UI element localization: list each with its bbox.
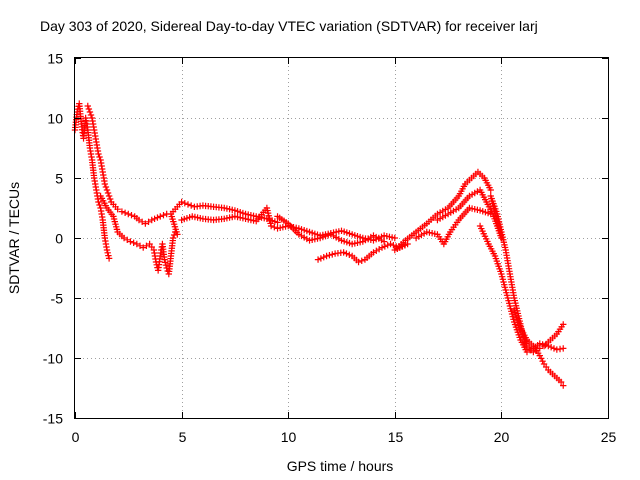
data-point xyxy=(86,108,94,116)
data-point xyxy=(161,256,168,263)
data-point xyxy=(104,189,112,197)
data-point xyxy=(96,153,103,161)
chart-title: Day 303 of 2020, Sidereal Day-to-day VTE… xyxy=(40,18,538,34)
data-point xyxy=(346,251,353,258)
data-point xyxy=(378,244,386,251)
data-point xyxy=(542,342,549,349)
data-point xyxy=(539,358,546,365)
data-point xyxy=(162,259,169,266)
data-point xyxy=(95,198,102,206)
data-point xyxy=(545,342,552,350)
x-tick-label: 0 xyxy=(72,429,80,445)
data-point xyxy=(125,210,132,218)
data-point xyxy=(539,341,546,348)
data-point xyxy=(160,212,167,219)
data-point xyxy=(326,252,333,259)
y-tick-label: -10 xyxy=(43,351,63,367)
data-point xyxy=(274,219,281,226)
data-point xyxy=(323,252,330,260)
data-point xyxy=(560,345,567,352)
data-point xyxy=(95,150,102,158)
data-point xyxy=(105,192,113,200)
x-tick-label: 10 xyxy=(281,429,297,445)
data-point xyxy=(157,213,164,220)
y-tick-label: 5 xyxy=(55,171,63,187)
data-point xyxy=(181,200,188,207)
data-point xyxy=(329,251,336,258)
data-point xyxy=(560,382,567,389)
y-tick-label: 15 xyxy=(47,51,63,67)
data-point xyxy=(380,238,388,245)
plot-frame xyxy=(74,57,609,419)
data-point xyxy=(343,250,350,257)
data-point xyxy=(390,242,397,249)
x-tick-label: 5 xyxy=(179,429,187,445)
data-point xyxy=(373,247,380,254)
y-tick-label: -5 xyxy=(51,291,64,307)
x-axis-tick-labels: 0 5 10 15 20 25 xyxy=(72,429,617,445)
y-axis-tick-labels: 15 10 5 0 -5 -10 -15 xyxy=(43,51,63,427)
data-point xyxy=(114,206,121,213)
data-point xyxy=(103,186,111,194)
data-point xyxy=(103,246,111,254)
data-point xyxy=(148,216,155,224)
data-point xyxy=(340,249,347,256)
data-point xyxy=(547,344,555,351)
data-points xyxy=(71,100,567,389)
data-point xyxy=(314,256,322,263)
data-point xyxy=(87,111,95,119)
data-point xyxy=(537,355,545,362)
data-point xyxy=(84,102,91,110)
data-point xyxy=(317,255,325,262)
data-point xyxy=(105,252,112,259)
data-point xyxy=(375,246,383,253)
data-point xyxy=(384,242,391,249)
data-point xyxy=(151,215,158,222)
data-point xyxy=(106,195,114,203)
data-point xyxy=(536,352,543,359)
data-point xyxy=(550,345,558,352)
data-point xyxy=(104,249,111,256)
x-tick-label: 25 xyxy=(601,429,617,445)
y-tick-label: -15 xyxy=(43,411,63,427)
grid-lines xyxy=(75,58,608,418)
data-point xyxy=(169,234,177,242)
data-point xyxy=(85,105,93,113)
data-point xyxy=(105,255,113,262)
x-tick-label: 20 xyxy=(494,429,510,445)
data-point xyxy=(487,186,494,194)
data-point xyxy=(101,180,109,188)
data-point xyxy=(536,340,543,347)
data-point xyxy=(267,222,275,230)
data-point xyxy=(178,198,185,206)
data-point xyxy=(127,238,134,245)
x-axis-label: GPS time / hours xyxy=(287,458,394,474)
data-point xyxy=(154,214,161,221)
data-point xyxy=(118,208,126,215)
data-point xyxy=(96,201,103,209)
data-point xyxy=(387,240,394,248)
x-tick-label: 15 xyxy=(388,429,404,445)
y-tick-label: 10 xyxy=(47,111,63,127)
data-point xyxy=(128,212,135,219)
y-tick-label: 0 xyxy=(55,231,63,247)
axis-ticks xyxy=(75,58,609,419)
data-point xyxy=(391,234,398,242)
data-point xyxy=(557,378,565,386)
data-point xyxy=(358,257,365,264)
data-point xyxy=(381,243,389,250)
data-point xyxy=(271,224,278,231)
data-point xyxy=(162,262,170,269)
data-point xyxy=(121,209,129,216)
data-point xyxy=(320,254,327,261)
data-point xyxy=(184,201,192,208)
data-point xyxy=(355,258,362,266)
data-point xyxy=(130,239,137,246)
data-point xyxy=(102,183,110,191)
data-point xyxy=(187,202,195,209)
y-axis-label: SDTVAR / TECUs xyxy=(6,182,22,294)
data-point xyxy=(560,321,567,328)
